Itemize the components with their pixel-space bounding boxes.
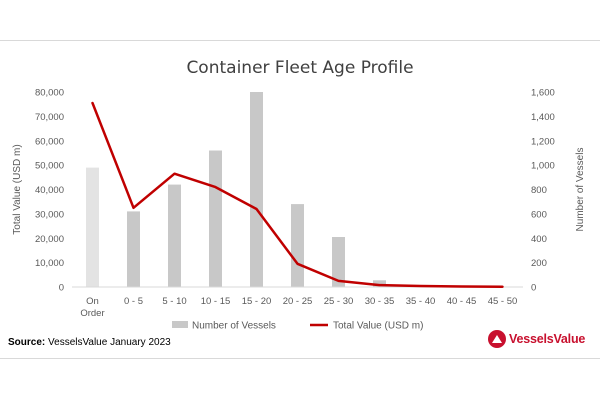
- y-right-tick-label: 600: [531, 209, 547, 220]
- y-axis-left-title: Total Value (USD m): [12, 144, 23, 234]
- y-right-tick-label: 1,000: [531, 161, 555, 172]
- x-tick-label: 25 - 30: [324, 296, 354, 307]
- x-tick-label: 15 - 20: [242, 296, 272, 307]
- y-axis-left-ticks: 0 10,000 20,000 30,000 40,000 50,000 60,000 70,…: [35, 88, 64, 294]
- bar-1: [127, 211, 140, 287]
- source-text: VesselsValue January 2023: [45, 337, 171, 348]
- x-tick-label: 0 - 5: [124, 296, 143, 307]
- y-left-tick-label: 40,000: [35, 185, 64, 196]
- source-note: Source: VesselsValue January 2023: [8, 337, 171, 348]
- top-divider: [0, 40, 600, 41]
- x-tick-label: 45 - 50: [488, 296, 518, 307]
- bar-6: [332, 237, 345, 287]
- y-right-tick-label: 1,600: [531, 88, 555, 99]
- legend-bar-label: Number of Vessels: [192, 321, 276, 332]
- y-left-tick-label: 60,000: [35, 136, 64, 147]
- vesselsvalue-logo: VesselsValue: [488, 330, 585, 348]
- legend-line-label: Total Value (USD m): [333, 321, 423, 332]
- line-series: [91, 101, 504, 289]
- x-tick-label: 30 - 35: [365, 296, 395, 307]
- legend-bar-swatch: [172, 321, 188, 328]
- bar-3: [209, 150, 222, 287]
- total-value-line: [91, 101, 504, 289]
- chart-title: Container Fleet Age Profile: [186, 58, 413, 78]
- y-right-tick-label: 400: [531, 234, 547, 245]
- bottom-divider: [0, 358, 600, 359]
- bar-0: [86, 167, 99, 287]
- y-left-tick-label: 10,000: [35, 258, 64, 269]
- bar-series: [86, 92, 509, 287]
- legend: Number of Vessels Total Value (USD m): [172, 321, 423, 332]
- logo-text: VesselsValue: [509, 332, 586, 346]
- x-tick-label: 5 - 10: [162, 296, 186, 307]
- y-left-tick-label: 50,000: [35, 161, 64, 172]
- bar-2: [168, 184, 181, 287]
- y-left-tick-label: 0: [59, 283, 64, 294]
- y-right-tick-label: 200: [531, 258, 547, 269]
- y-right-tick-label: 1,400: [531, 112, 555, 123]
- bar-5: [291, 204, 304, 287]
- bar-4: [250, 92, 263, 287]
- x-tick-label: Order: [80, 308, 104, 319]
- source-label: Source:: [8, 337, 46, 348]
- y-left-tick-label: 20,000: [35, 234, 64, 245]
- x-tick-label: 40 - 45: [447, 296, 477, 307]
- x-tick-label: On: [86, 296, 99, 307]
- bar-7: [373, 280, 386, 287]
- x-tick-label: 20 - 25: [283, 296, 313, 307]
- y-axis-right-title: Number of Vessels: [575, 148, 586, 232]
- x-tick-label: 10 - 15: [201, 296, 231, 307]
- logo-mark-icon: [488, 330, 506, 348]
- x-tick-label: 35 - 40: [406, 296, 436, 307]
- y-left-tick-label: 30,000: [35, 209, 64, 220]
- y-right-tick-label: 800: [531, 185, 547, 196]
- y-axis-right-ticks: 0 200 400 600 800 1,000 1,200 1,400 1,600: [531, 88, 555, 294]
- y-left-tick-label: 70,000: [35, 112, 64, 123]
- y-left-tick-label: 80,000: [35, 88, 64, 99]
- y-right-tick-label: 1,200: [531, 136, 555, 147]
- y-right-tick-label: 0: [531, 283, 536, 294]
